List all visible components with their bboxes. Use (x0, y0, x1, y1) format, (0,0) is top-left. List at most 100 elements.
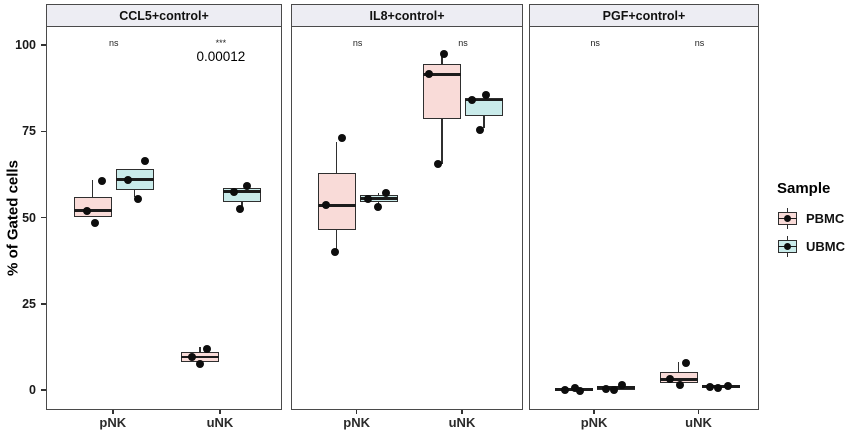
plot-area: ns *** 0.00012 (46, 27, 282, 410)
whisker-lower (134, 189, 136, 197)
facet-panel: CCL5+control+ ns *** 0.00012 (46, 4, 282, 410)
data-point (123, 175, 132, 184)
plot-area: ns ns (529, 27, 759, 410)
median-line (659, 378, 698, 381)
whisker-upper (199, 346, 201, 353)
x-tick-mark (461, 410, 463, 414)
data-point (195, 360, 204, 369)
legend-title: Sample (777, 180, 831, 197)
boxplot-box (317, 172, 356, 230)
x-tick-label: uNK (206, 415, 234, 430)
data-point (187, 353, 196, 362)
data-point (576, 387, 585, 396)
data-point (373, 203, 382, 212)
data-point (202, 344, 211, 353)
legend-label: PBMC (806, 211, 845, 226)
data-point (363, 194, 372, 203)
data-point (602, 384, 611, 393)
median-line (317, 204, 356, 207)
facet-panel: IL8+control+ ns ns (291, 4, 523, 410)
data-point (467, 96, 476, 105)
data-point (140, 156, 149, 165)
boxplot-box (73, 196, 112, 218)
y-tick-label: 100 (15, 38, 36, 52)
significance-label: ns (109, 38, 119, 48)
legend: Sample PBMC UBMC (777, 180, 859, 264)
data-point (424, 70, 433, 79)
data-point (82, 206, 91, 215)
data-point (321, 201, 330, 210)
whisker-upper (92, 179, 94, 197)
median-line (359, 197, 398, 200)
data-point (618, 381, 627, 390)
data-point (133, 194, 142, 203)
whisker-lower (336, 229, 338, 252)
data-point (97, 177, 106, 186)
facet-strip: CCL5+control+ (46, 4, 282, 27)
data-point (675, 380, 684, 389)
y-tick-mark (41, 389, 46, 391)
y-tick-label: 0 (29, 383, 36, 397)
median-line (422, 73, 461, 76)
y-tick-mark (41, 303, 46, 305)
legend-item-ubmc[interactable]: UBMC (777, 236, 859, 257)
significance-label: ns (352, 38, 363, 48)
whisker-lower (441, 119, 443, 165)
data-point (381, 189, 390, 198)
significance-pvalue: 0.00012 (196, 49, 246, 64)
legend-item-pbmc[interactable]: PBMC (777, 208, 859, 229)
facet-strip: PGF+control+ (529, 4, 759, 27)
x-tick-label: uNK (448, 415, 476, 430)
data-point (561, 386, 570, 394)
data-point (713, 384, 722, 393)
data-point (439, 49, 448, 58)
facet-strip: IL8+control+ (291, 4, 523, 27)
data-point (665, 374, 674, 383)
x-tick-label: pNK (343, 415, 370, 430)
x-tick-mark (219, 410, 221, 414)
y-tick-label: 25 (22, 296, 36, 311)
data-point (337, 134, 346, 143)
data-point (242, 182, 251, 191)
whisker-upper (441, 55, 443, 64)
x-tick-label: uNK (685, 415, 712, 430)
whisker-upper (378, 193, 380, 196)
data-point (235, 204, 244, 213)
significance-label: ns (590, 38, 600, 48)
median-line (180, 356, 219, 359)
x-tick-mark (697, 410, 700, 414)
median-line (222, 190, 261, 193)
boxplot-key-icon (777, 208, 798, 229)
data-point (571, 384, 580, 393)
median-line (464, 99, 503, 102)
significance-label: ns (694, 38, 705, 48)
x-tick-mark (112, 410, 114, 414)
facet-panel: PGF+control+ ns ns (529, 4, 759, 410)
data-point (433, 160, 442, 169)
whisker-upper (336, 141, 338, 173)
legend-label: UBMC (806, 239, 845, 254)
data-point (330, 248, 339, 256)
median-line (73, 209, 112, 212)
y-tick-label: 75 (22, 124, 36, 139)
data-point (475, 125, 484, 134)
x-tick-label: pNK (99, 415, 127, 430)
data-point (481, 91, 490, 100)
median-line (115, 178, 154, 181)
y-tick-mark (41, 130, 46, 132)
data-point (229, 187, 238, 196)
data-point (705, 383, 714, 392)
x-tick-mark (593, 410, 595, 414)
whisker-upper (677, 362, 680, 373)
data-point (90, 218, 99, 227)
y-tick-mark (41, 216, 46, 219)
plot-area: ns ns (291, 27, 523, 410)
whisker-lower (483, 115, 485, 128)
x-tick-mark (355, 410, 358, 414)
significance-label: *** (215, 38, 227, 48)
data-point (681, 359, 690, 368)
y-tick-label: 50 (22, 210, 36, 225)
boxplot-key-icon (777, 236, 798, 257)
data-point (610, 386, 619, 394)
